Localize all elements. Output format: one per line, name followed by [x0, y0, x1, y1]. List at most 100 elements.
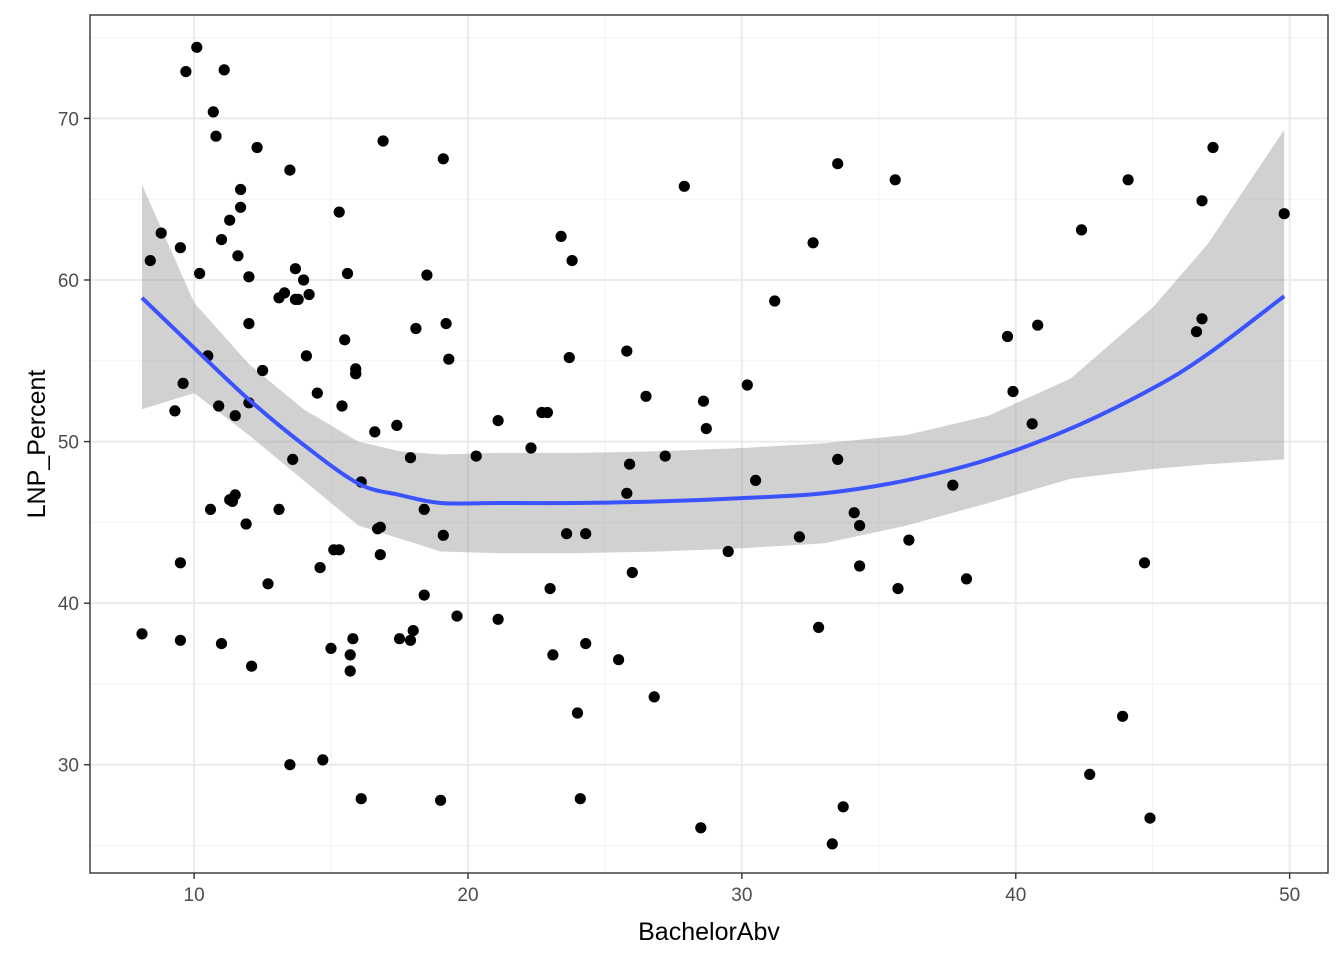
- y-axis: 30 40 50 60 70: [58, 109, 90, 777]
- data-point: [574, 793, 586, 805]
- data-point: [240, 518, 252, 530]
- data-point: [410, 322, 422, 335]
- data-point: [1007, 385, 1019, 398]
- data-point: [613, 654, 625, 666]
- data-point: [451, 610, 463, 622]
- data-point: [303, 288, 315, 301]
- data-point: [678, 180, 690, 192]
- data-point: [563, 352, 575, 364]
- x-tick-label: 10: [184, 885, 205, 906]
- data-point: [369, 426, 381, 438]
- data-point: [155, 227, 167, 239]
- data-point: [404, 452, 417, 464]
- data-point: [347, 633, 359, 645]
- data-point: [1001, 330, 1014, 343]
- data-point: [344, 649, 356, 661]
- data-point: [561, 528, 573, 540]
- data-point: [435, 794, 447, 806]
- x-axis-title: BachelorAbv: [638, 918, 780, 946]
- minor-gridlines: [90, 15, 1328, 873]
- data-point: [218, 64, 230, 76]
- data-point: [1084, 768, 1096, 781]
- data-point: [525, 442, 537, 454]
- data-point: [832, 158, 844, 170]
- data-point: [174, 557, 186, 569]
- x-tick-label: 40: [1005, 885, 1026, 906]
- data-point: [235, 183, 247, 196]
- data-point: [437, 529, 449, 541]
- data-point: [194, 267, 206, 280]
- data-point: [621, 345, 633, 357]
- data-point: [889, 174, 901, 186]
- data-point: [229, 489, 241, 501]
- y-tick-label: 70: [58, 109, 79, 130]
- data-point: [443, 353, 455, 365]
- data-point: [960, 573, 973, 585]
- data-point: [892, 583, 904, 595]
- data-point: [571, 707, 584, 719]
- data-point: [1122, 174, 1134, 186]
- data-point: [626, 566, 638, 579]
- y-tick-label: 50: [58, 433, 79, 454]
- y-tick-label: 30: [58, 756, 79, 777]
- data-point: [750, 474, 762, 486]
- data-point: [344, 665, 356, 677]
- data-point: [793, 531, 806, 543]
- data-point: [204, 503, 217, 515]
- data-point: [1196, 313, 1208, 325]
- plot-panel: [90, 15, 1328, 873]
- data-point: [393, 633, 406, 645]
- y-axis-title: LNP_Percent: [23, 370, 51, 519]
- data-point: [404, 634, 417, 646]
- data-point: [191, 41, 203, 53]
- data-point: [341, 267, 354, 280]
- data-point: [257, 364, 269, 377]
- data-point: [333, 544, 345, 556]
- data-point: [251, 141, 263, 154]
- data-point: [440, 318, 452, 330]
- data-point: [580, 528, 592, 540]
- data-point: [903, 534, 915, 546]
- data-point: [832, 453, 844, 465]
- data-point: [624, 458, 636, 470]
- data-point: [210, 130, 222, 142]
- data-point: [243, 271, 255, 283]
- data-point: [317, 754, 329, 766]
- data-point: [278, 287, 291, 299]
- data-point: [232, 250, 244, 262]
- data-point: [284, 759, 296, 771]
- data-point: [289, 263, 301, 275]
- data-point: [492, 415, 504, 427]
- data-point: [470, 450, 482, 462]
- data-point: [224, 214, 236, 226]
- data-point: [169, 405, 181, 417]
- x-tick-label: 50: [1279, 885, 1300, 906]
- data-point: [421, 269, 433, 281]
- data-point: [339, 334, 351, 346]
- data-point: [1190, 326, 1203, 338]
- y-tick-label: 60: [58, 271, 79, 292]
- data-points: [136, 41, 1290, 850]
- data-point: [1032, 319, 1044, 331]
- data-point: [262, 578, 274, 590]
- data-point: [300, 350, 312, 362]
- data-point: [374, 549, 386, 561]
- data-point: [177, 377, 189, 389]
- data-point: [580, 638, 592, 650]
- data-point: [695, 822, 707, 834]
- data-point: [640, 390, 652, 402]
- data-point: [697, 395, 710, 407]
- data-point: [213, 400, 225, 412]
- data-point: [336, 400, 348, 412]
- data-point: [1117, 710, 1129, 722]
- x-tick-label: 30: [731, 885, 752, 906]
- confidence-band: [142, 129, 1285, 554]
- data-point: [1026, 418, 1038, 430]
- data-point: [207, 106, 219, 118]
- data-point: [1144, 812, 1156, 824]
- data-point: [350, 368, 362, 380]
- data-point: [621, 487, 633, 499]
- data-point: [1278, 208, 1290, 220]
- data-point: [813, 621, 825, 634]
